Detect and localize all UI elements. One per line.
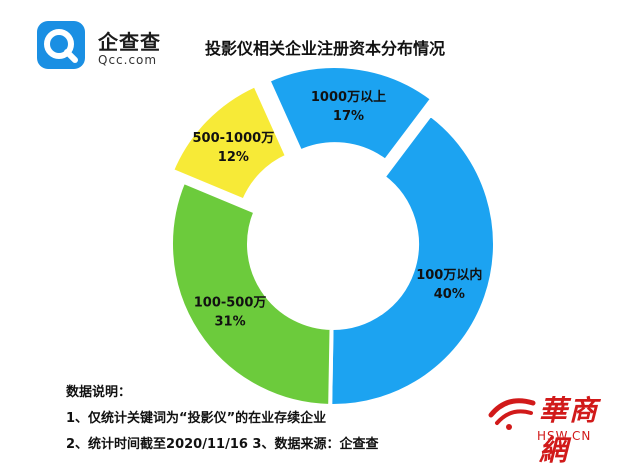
logo-domain: Qcc.com <box>98 53 158 67</box>
logo-chinese-name: 企查查 <box>98 30 161 54</box>
slice-category-label-3: 1000万以上 <box>311 90 386 105</box>
chart-title: 投影仪相关企业注册资本分布情况 <box>205 39 446 58</box>
notes-line-2: 2、统计时间截至2020/11/16 3、数据来源：企查查 <box>66 437 379 452</box>
notes-heading: 数据说明： <box>66 385 132 400</box>
slice-value-label-0: 40% <box>434 287 465 302</box>
slice-category-label-0: 100万以内 <box>416 267 482 283</box>
qcc-logo: 企查查 Qcc.com <box>36 20 176 76</box>
slice-value-label-1: 31% <box>215 314 246 329</box>
hsw-url: HSW.CN <box>537 429 592 443</box>
hsw-watermark: 華商網 HSW.CN <box>487 385 627 467</box>
hsw-chinese-name: 華商網 <box>539 394 600 467</box>
data-notes: 数据说明： 1、仅统计关键词为“投影仪”的在业存续企业 2、统计时间截至2020… <box>66 380 378 458</box>
slice-value-label-2: 12% <box>218 150 249 165</box>
donut-slice-1 <box>169 179 334 408</box>
slice-value-label-3: 17% <box>333 109 364 124</box>
donut-slice-2 <box>169 83 290 203</box>
hsw-logo-icon <box>488 398 536 430</box>
slice-category-label-2: 500-1000万 <box>192 131 274 146</box>
qcc-logo-icon <box>37 21 85 69</box>
slice-category-label-1: 100-500万 <box>194 295 267 310</box>
donut-slice-0 <box>328 112 497 408</box>
donut-slice-3 <box>266 64 435 164</box>
notes-line-1: 1、仅统计关键词为“投影仪”的在业存续企业 <box>66 411 327 426</box>
